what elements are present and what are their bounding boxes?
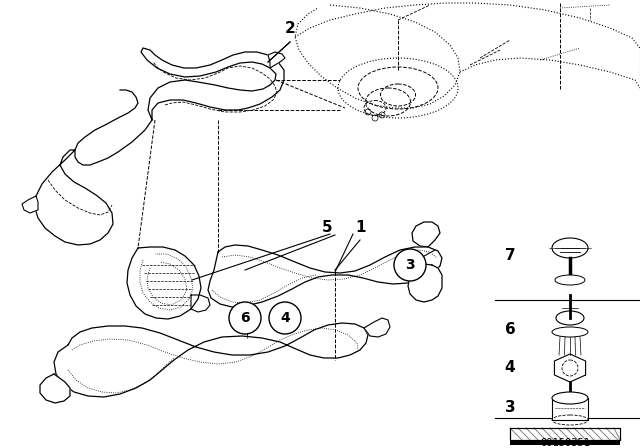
Ellipse shape [555, 275, 585, 285]
Polygon shape [54, 323, 368, 397]
Text: 4: 4 [505, 361, 515, 375]
Bar [510, 440, 620, 445]
Circle shape [269, 302, 301, 334]
Polygon shape [554, 354, 586, 382]
Polygon shape [408, 264, 442, 302]
Polygon shape [191, 295, 210, 312]
Text: 1: 1 [355, 220, 365, 236]
Polygon shape [268, 52, 285, 68]
Text: 7: 7 [505, 247, 515, 263]
Text: 6: 6 [504, 323, 515, 337]
Polygon shape [22, 196, 38, 213]
Ellipse shape [552, 392, 588, 404]
Polygon shape [208, 245, 442, 307]
Bar [510, 428, 620, 440]
Text: 2: 2 [285, 21, 296, 36]
Ellipse shape [556, 311, 584, 325]
Text: 6: 6 [240, 311, 250, 325]
Ellipse shape [552, 238, 588, 258]
Text: 4: 4 [280, 311, 290, 325]
Polygon shape [40, 374, 70, 403]
Circle shape [229, 302, 261, 334]
Polygon shape [412, 222, 440, 247]
Text: 3: 3 [405, 258, 415, 272]
Polygon shape [141, 48, 284, 120]
Ellipse shape [552, 327, 588, 337]
Text: 3: 3 [505, 401, 515, 415]
Polygon shape [552, 398, 588, 420]
Text: 5: 5 [321, 220, 332, 236]
Circle shape [394, 249, 426, 281]
Polygon shape [35, 150, 113, 245]
Polygon shape [127, 247, 201, 319]
Polygon shape [364, 318, 390, 337]
Text: O0150351: O0150351 [540, 438, 590, 448]
